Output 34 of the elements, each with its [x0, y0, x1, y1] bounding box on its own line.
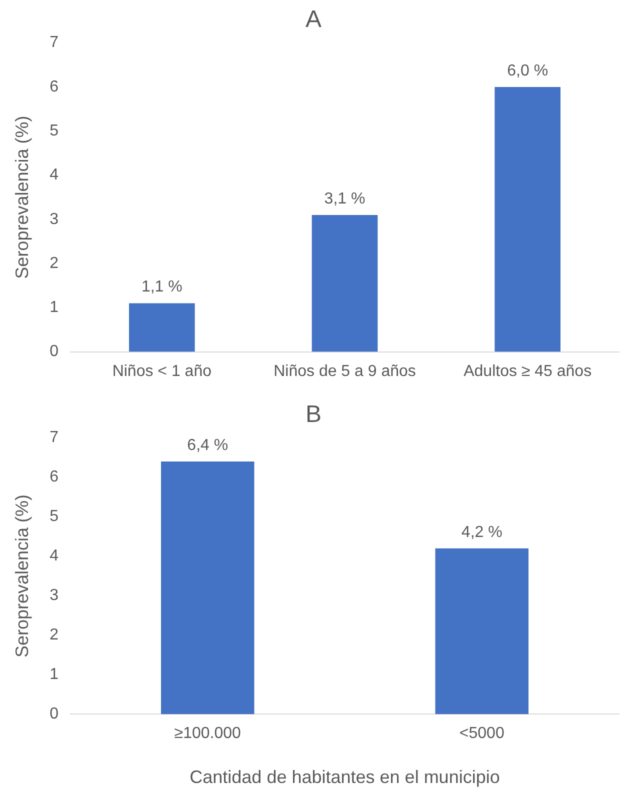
y-axis-title: Seroprevalencia (%)	[12, 494, 32, 658]
y-tick-label: 7	[50, 34, 59, 52]
y-tick-label: 6	[50, 468, 59, 486]
data-label: 4,2 %	[461, 524, 502, 541]
bar	[312, 214, 378, 352]
y-tick-label: 5	[50, 508, 59, 526]
y-tick-label: 1	[50, 299, 59, 316]
x-axis-title: Cantidad de habitantes en el municipio	[190, 767, 500, 788]
x-tick-label: Niños de 5 a 9 años	[274, 362, 416, 380]
data-label: 6,4 %	[187, 436, 228, 454]
y-tick-label: 0	[50, 706, 59, 723]
y-tick-label: 3	[50, 587, 59, 604]
y-tick-label: 4	[50, 166, 59, 184]
x-tick-label: Niños < 1 año	[112, 362, 212, 380]
bar	[129, 303, 195, 352]
y-tick-label: 5	[50, 122, 59, 140]
x-tick-label: Adultos ≥ 45 años	[464, 362, 592, 380]
y-tick-label: 0	[50, 343, 59, 360]
chart-title: B	[305, 401, 322, 428]
y-tick-label: 2	[50, 254, 59, 272]
y-tick-label: 7	[50, 429, 59, 446]
x-tick-label: <5000	[459, 725, 504, 742]
data-label: 6,0 %	[507, 62, 548, 80]
data-label: 3,1 %	[324, 190, 366, 208]
data-label: 1,1 %	[141, 278, 182, 296]
y-tick-label: 3	[50, 210, 59, 228]
y-tick-label: 4	[50, 548, 59, 565]
y-tick-label: 1	[50, 666, 59, 684]
y-tick-label: 2	[50, 626, 59, 644]
chart-title: A	[305, 6, 322, 34]
bar	[494, 86, 560, 352]
y-tick-label: 6	[50, 78, 59, 96]
y-axis-title: Seroprevalencia (%)	[12, 116, 32, 279]
x-tick-label: ≥100.000	[174, 725, 242, 742]
